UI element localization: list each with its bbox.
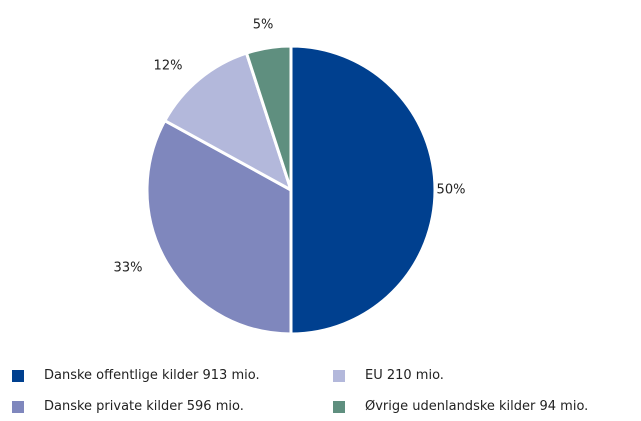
slice-percent-label: 12% <box>154 59 183 74</box>
slice-labels: 50% 33% 12% 5% <box>114 18 466 276</box>
legend-swatch <box>333 369 345 382</box>
slice-percent-label: 33% <box>114 261 143 276</box>
legend-label: Danske private kilder 596 mio. <box>44 399 244 414</box>
legend-swatch <box>12 369 24 382</box>
legend-item-danske-offentlige: Danske offentlige kilder 913 mio. <box>12 368 260 383</box>
pie-slices <box>145 44 437 336</box>
legend-label: Danske offentlige kilder 913 mio. <box>44 368 260 383</box>
legend-item-eu: EU 210 mio. <box>333 368 444 383</box>
pie-slice <box>145 119 293 336</box>
legend-item-ovrige-udenlandske: Øvrige udenlandske kilder 94 mio. <box>333 399 588 414</box>
legend-item-danske-private: Danske private kilder 596 mio. <box>12 399 244 414</box>
pie-slice <box>245 44 293 192</box>
slice-percent-label: 5% <box>253 18 274 33</box>
legend-label: Øvrige udenlandske kilder 94 mio. <box>365 399 589 414</box>
legend-label: EU 210 mio. <box>365 368 444 383</box>
pie-slice <box>289 44 437 336</box>
slice-percent-label: 50% <box>437 183 466 198</box>
pie-slice <box>163 51 293 192</box>
legend-swatch <box>12 400 24 413</box>
legend-swatch <box>333 400 345 413</box>
